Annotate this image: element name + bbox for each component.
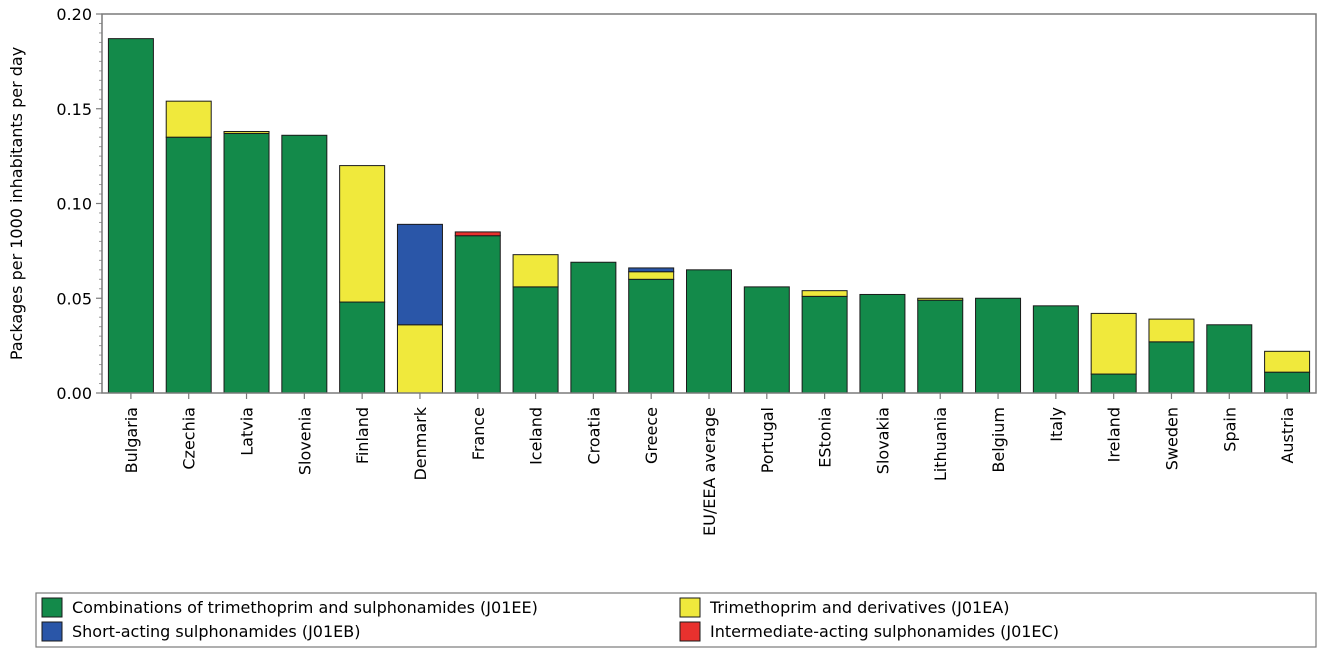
bar-segment-spain-series-0 [1206, 324, 1253, 394]
bar-stacks [107, 38, 1311, 394]
y-tick-label: 0.10 [56, 195, 92, 214]
x-category-label: Belgium [989, 407, 1008, 473]
x-category-label: Greece [642, 407, 661, 464]
x-category-label: Bulgaria [122, 407, 141, 473]
x-category-label: Sweden [1162, 407, 1181, 470]
bar-segment-denmark-series-2 [396, 223, 443, 326]
legend-swatch [679, 621, 701, 642]
legend-label: Short-acting sulphonamides (J01EB) [72, 622, 360, 641]
legend-label: Trimethoprim and derivatives (J01EA) [709, 598, 1009, 617]
x-category-label: Finland [353, 407, 372, 464]
bar-segment-greece-series-2 [628, 267, 675, 273]
bar-segment-czechia-series-0 [165, 136, 212, 394]
bar-segment-lithuania-series-0 [917, 299, 964, 394]
bar-segment-sweden-series-1 [1148, 318, 1195, 343]
y-tick-label: 0.00 [56, 384, 92, 403]
bar-segment-austria-series-1 [1264, 350, 1311, 373]
y-tick-label: 0.15 [56, 100, 92, 119]
bar-segment-france-series-0 [454, 235, 501, 394]
x-category-label: Slovenia [295, 407, 314, 475]
x-category-label: Denmark [411, 406, 430, 480]
bar-segment-belgium-series-0 [975, 297, 1022, 394]
bar-segment-iceland-series-0 [512, 286, 559, 394]
x-category-label: EStonia [816, 407, 835, 468]
x-category-label: Portugal [758, 407, 777, 473]
bar-segment-latvia-series-1 [223, 130, 270, 134]
legend-swatch [679, 597, 701, 618]
bar-segment-finland-series-0 [339, 301, 386, 394]
bar-segment-iceland-series-1 [512, 254, 559, 288]
bar-segment-denmark-series-1 [396, 324, 443, 394]
y-axis-ticks: 0.00 0.05 0.10 0.15 0.20 [56, 5, 102, 403]
x-category-label: Ireland [1105, 407, 1124, 462]
bar-segment-bulgaria-series-0 [107, 38, 154, 394]
bar-segment-lithuania-series-1 [917, 297, 964, 301]
y-tick-label: 0.05 [56, 289, 92, 308]
bar-segment-czechia-series-1 [165, 100, 212, 138]
bar-segment-italy-series-0 [1032, 305, 1079, 394]
bar-segment-sweden-series-0 [1148, 341, 1195, 394]
legend-label: Intermediate-acting sulphonamides (J01EC… [710, 622, 1059, 641]
bar-segment-ireland-series-1 [1090, 312, 1137, 375]
x-axis-labels: Bulgaria Czechia Latvia Slovenia Finland Denm… [122, 393, 1297, 536]
legend-frame [35, 592, 1317, 648]
bar-segment-eu-eea-average-series-0 [686, 269, 732, 394]
bar-segment-estonia-series-0 [801, 295, 848, 394]
legend-swatch [41, 597, 63, 618]
x-category-label: Slovakia [873, 407, 892, 474]
plot-frame [101, 13, 1317, 394]
x-category-label: EU/EEA average [700, 407, 719, 536]
x-category-label: Czechia [180, 407, 199, 470]
bar-segment-finland-series-1 [339, 165, 386, 303]
bar-segment-portugal-series-0 [743, 286, 790, 394]
legend-label: Combinations of trimethoprim and sulphon… [72, 598, 538, 617]
x-category-label: Lithuania [931, 407, 950, 481]
y-axis-title: Packages per 1000 inhabitants per day [7, 47, 26, 360]
x-category-label: Latvia [238, 407, 257, 456]
bar-segment-slovakia-series-0 [859, 293, 906, 394]
bar-segment-austria-series-0 [1264, 371, 1311, 394]
x-category-label: Italy [1047, 407, 1066, 442]
bar-segment-estonia-series-1 [801, 290, 848, 297]
bar-segment-croatia-series-0 [570, 261, 617, 394]
bar-segment-ireland-series-0 [1090, 373, 1137, 394]
bar-segment-greece-series-1 [628, 271, 675, 280]
x-category-label: Iceland [527, 407, 546, 465]
bar-segment-greece-series-0 [628, 278, 675, 394]
bar-segment-slovenia-series-0 [281, 134, 328, 394]
legend: Combinations of trimethoprim and sulphon… [35, 592, 1317, 648]
bar-segment-latvia-series-0 [223, 132, 270, 394]
legend-swatch [41, 621, 63, 642]
x-category-label: France [469, 407, 488, 460]
x-category-label: Austria [1278, 407, 1297, 464]
bar-segment-france-series-3 [454, 231, 501, 237]
x-category-label: Spain [1220, 407, 1239, 452]
y-tick-label: 0.20 [56, 5, 92, 24]
x-category-label: Croatia [584, 407, 603, 465]
